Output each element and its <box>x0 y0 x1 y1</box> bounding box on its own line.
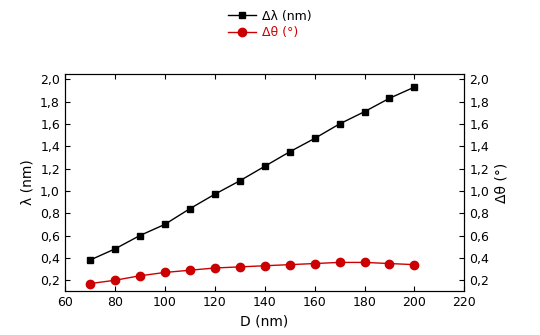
Legend: Δλ (nm), Δθ (°): Δλ (nm), Δθ (°) <box>228 10 312 39</box>
Y-axis label: Δθ (°): Δθ (°) <box>495 162 509 203</box>
Y-axis label: λ (nm): λ (nm) <box>21 160 35 205</box>
X-axis label: D (nm): D (nm) <box>240 315 289 329</box>
